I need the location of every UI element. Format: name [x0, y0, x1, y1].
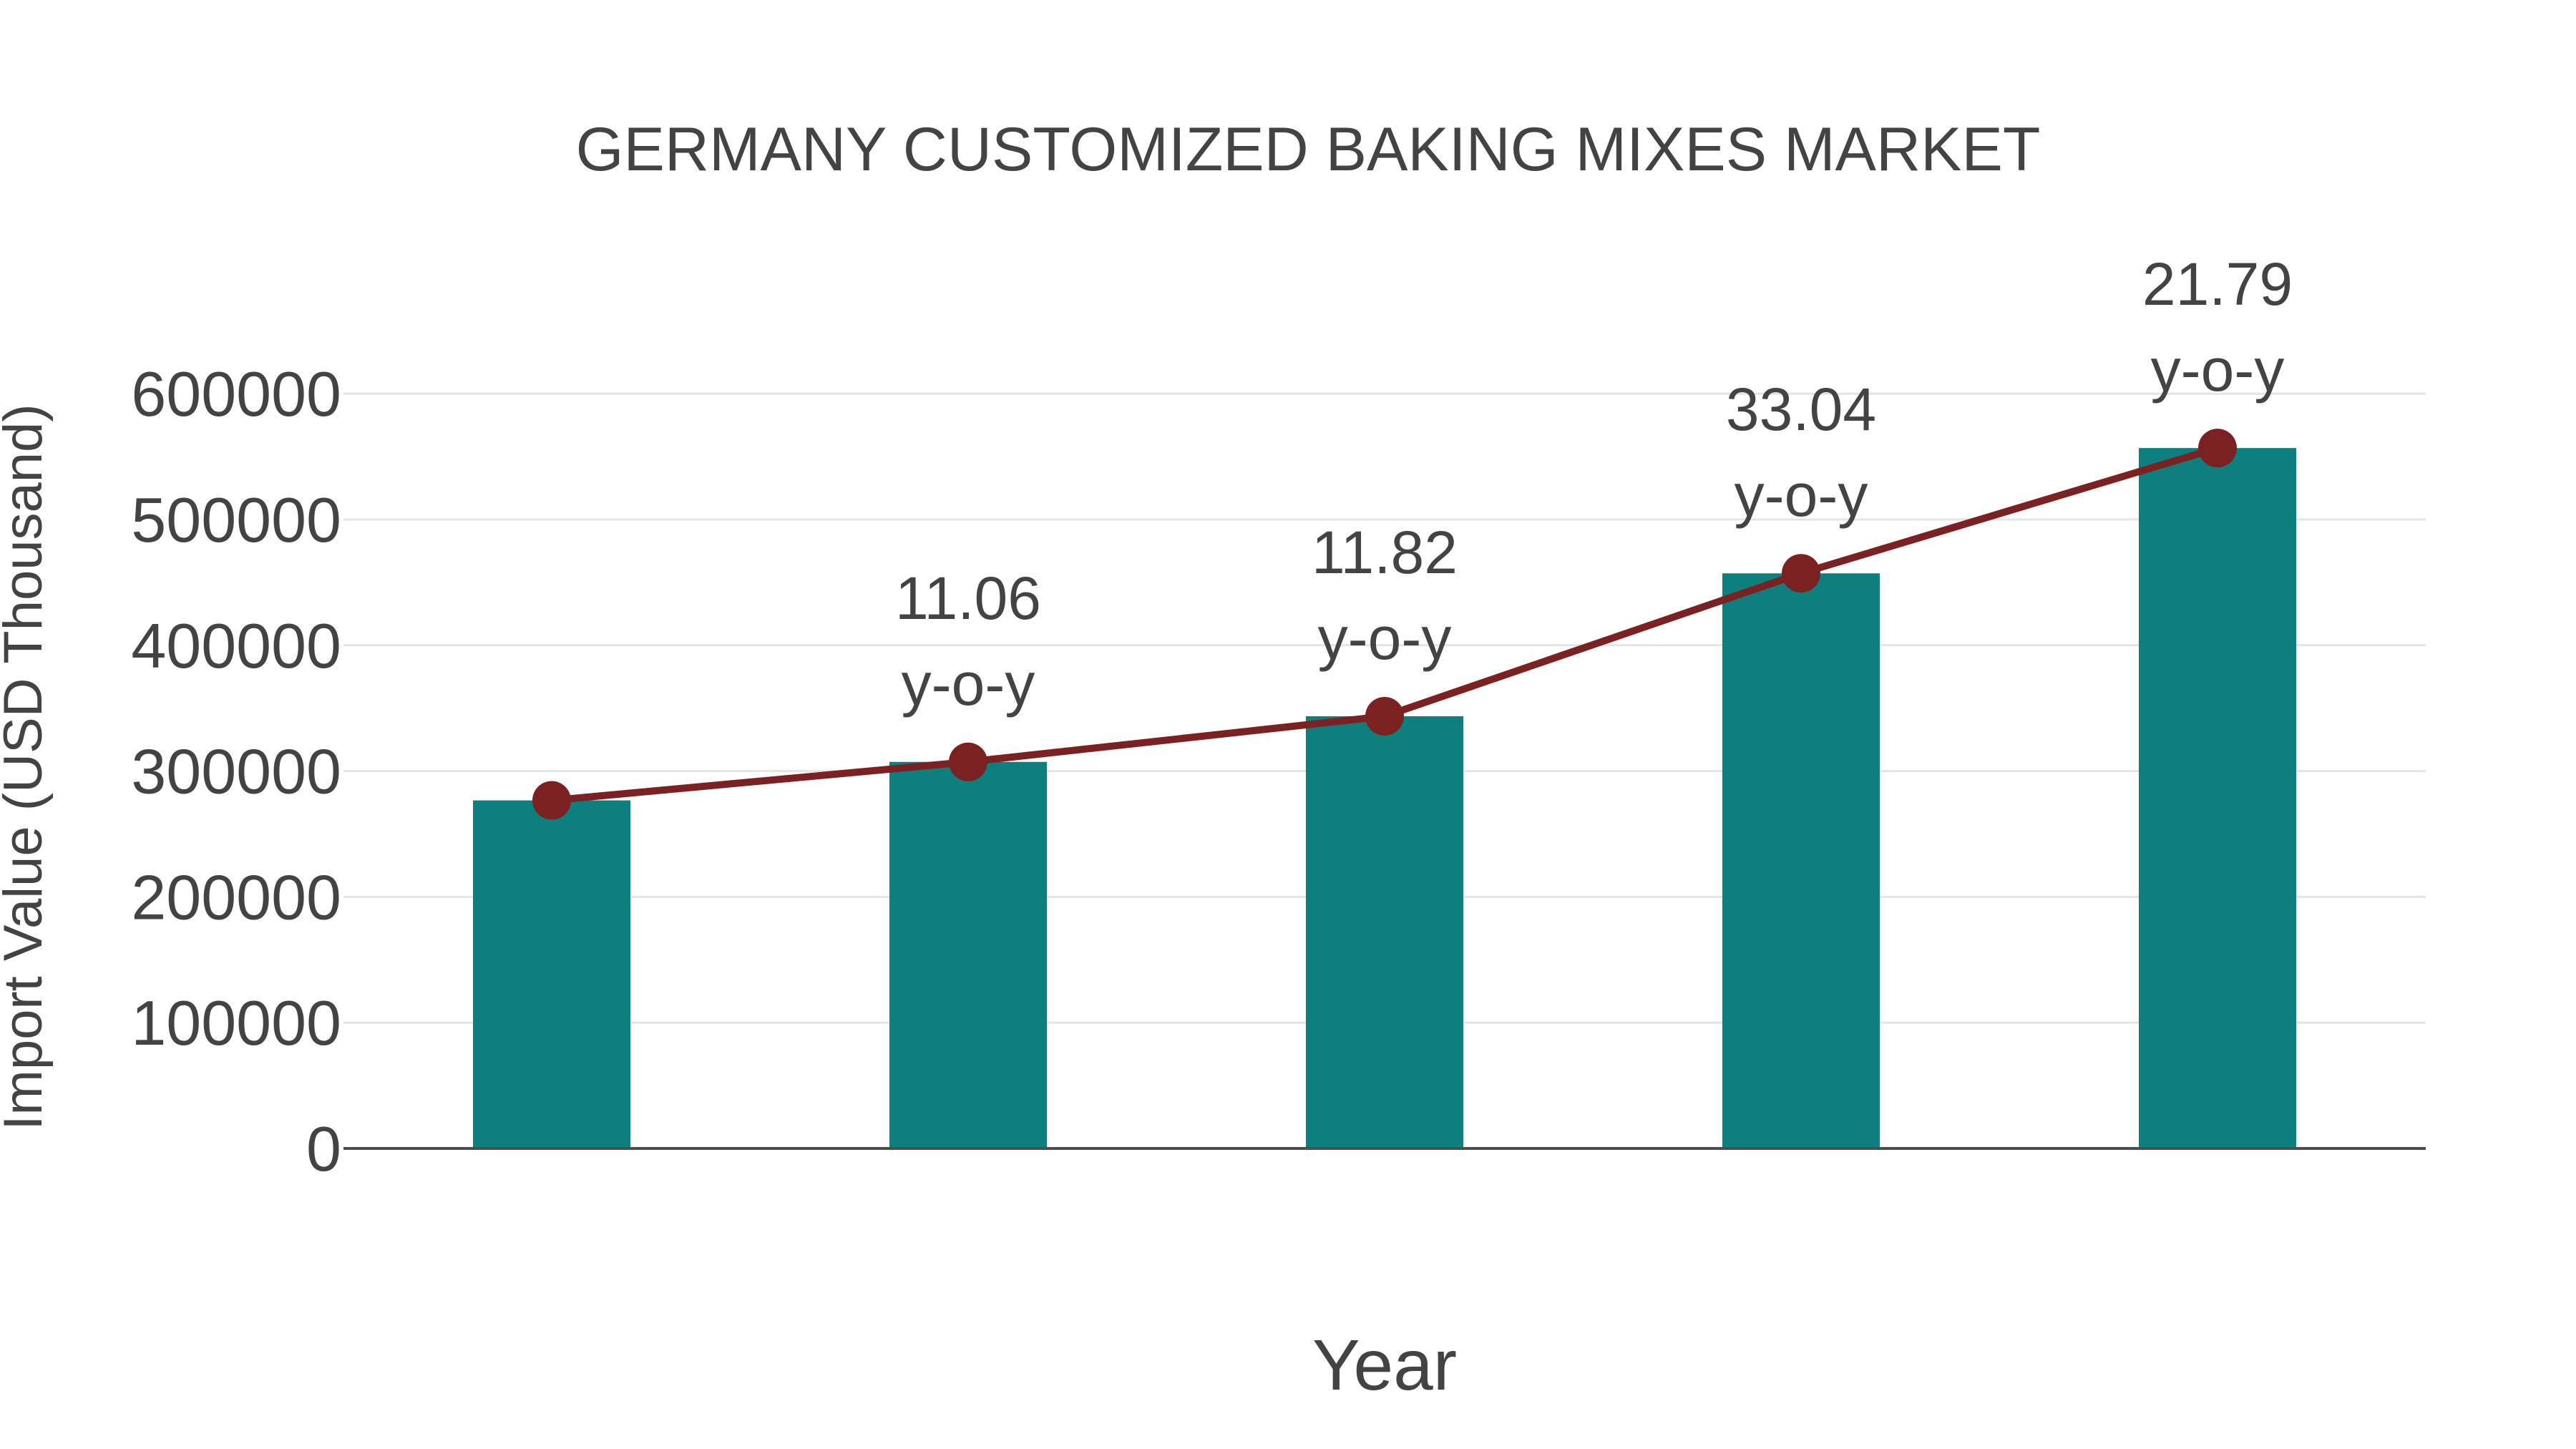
annotation-suffix-2022: y-o-y — [1318, 605, 1452, 672]
y-tick-label-600000: 600000 — [131, 358, 341, 429]
bar-2023 — [1722, 573, 1880, 1148]
chart-title: GERMANY CUSTOMIZED BAKING MIXES MARKET — [576, 115, 2041, 184]
line-marker-2024 — [2198, 429, 2237, 468]
line-marker-2021 — [949, 742, 987, 781]
line-marker-2020 — [532, 781, 571, 820]
y-axis-tick-labels: 0 100000 200000 300000 400000 500000 600000 — [131, 358, 341, 1184]
line-marker-2023 — [1782, 554, 1820, 593]
annotation-value-2023: 33.04 — [1726, 376, 1876, 443]
y-tick-label-500000: 500000 — [131, 484, 341, 555]
line-marker-2022 — [1365, 696, 1404, 736]
bar-2024 — [2139, 448, 2296, 1148]
y-tick-label-200000: 200000 — [131, 862, 341, 932]
x-axis-title: Year — [1312, 1325, 1457, 1405]
bar-2022 — [1306, 716, 1463, 1148]
annotations: 11.06 y-o-y 11.82 y-o-y 33.04 y-o-y 21.79 y-o-y — [895, 250, 2293, 718]
annotation-value-2022: 11.82 — [1312, 519, 1458, 586]
bar-2021 — [889, 761, 1047, 1148]
annotation-suffix-2021: y-o-y — [902, 650, 1035, 718]
y-tick-label-300000: 300000 — [131, 736, 341, 807]
annotation-suffix-2023: y-o-y — [1735, 462, 1868, 529]
bar-2020 — [473, 800, 630, 1148]
y-tick-label-0: 0 — [306, 1113, 341, 1184]
annotation-value-2024: 21.79 — [2142, 250, 2293, 318]
y-axis-title: Import Value (USD Thousand) — [0, 404, 54, 1130]
annotation-suffix-2024: y-o-y — [2151, 336, 2285, 404]
line-series — [532, 429, 2237, 820]
bar-series — [473, 448, 2296, 1148]
y-tick-label-400000: 400000 — [131, 610, 341, 681]
y-tick-label-100000: 100000 — [131, 987, 341, 1058]
annotation-value-2021: 11.06 — [895, 565, 1041, 632]
